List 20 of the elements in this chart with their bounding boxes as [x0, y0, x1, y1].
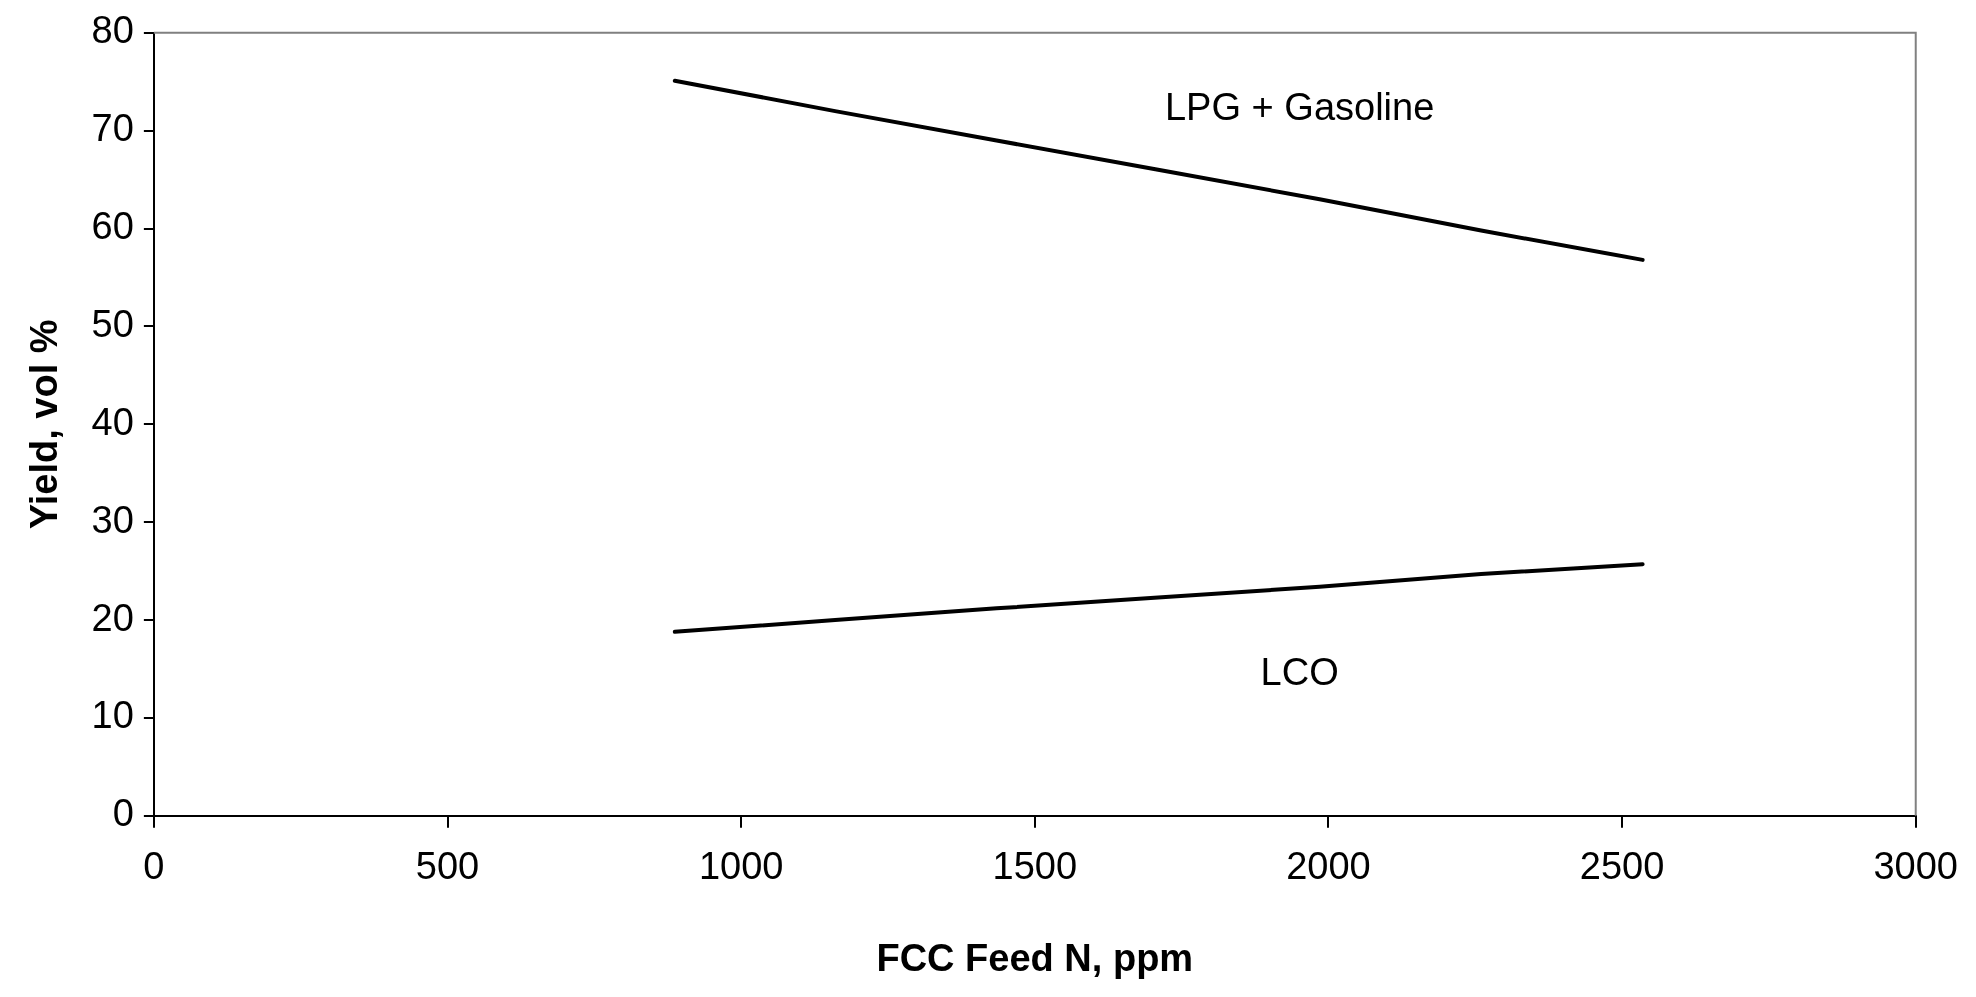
- x-tick-label: 2000: [1286, 845, 1371, 888]
- y-tick-label: 70: [91, 107, 134, 150]
- y-tick-label: 80: [91, 9, 134, 52]
- x-tick-label: 0: [143, 845, 165, 888]
- y-tick-label: 40: [91, 400, 134, 443]
- y-tick-label: 60: [91, 205, 134, 248]
- x-tick-label: 1500: [992, 845, 1078, 888]
- y-tick-label: 30: [91, 498, 134, 541]
- y-tick-label: 0: [112, 792, 134, 835]
- y-axis-title: Yield, vol %: [23, 319, 66, 530]
- x-axis-title: FCC Feed N, ppm: [876, 936, 1194, 979]
- y-tick-label: 10: [91, 694, 134, 737]
- x-tick-label: 2500: [1579, 845, 1665, 888]
- x-tick-label: 3000: [1873, 845, 1959, 888]
- series-label: LCO: [1260, 651, 1339, 694]
- y-tick-label: 50: [91, 302, 134, 345]
- series-label: LPG + Gasoline: [1164, 85, 1435, 128]
- x-tick-label: 500: [415, 845, 480, 888]
- x-tick-label: 1000: [698, 845, 784, 888]
- y-tick-label: 20: [91, 596, 134, 639]
